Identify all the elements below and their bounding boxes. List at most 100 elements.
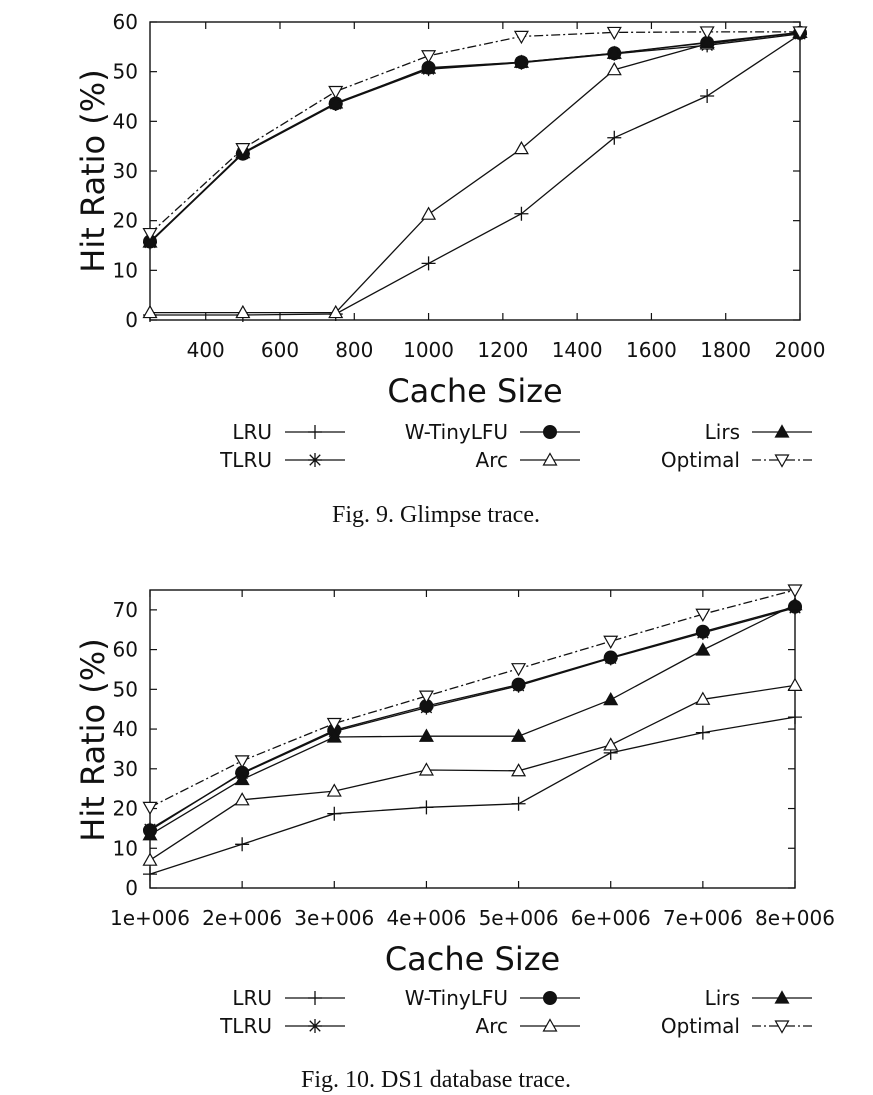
data-point [328, 95, 344, 109]
data-point [143, 867, 157, 882]
x-tick-label: 1e+006 [110, 906, 190, 930]
legend: LRU W-TinyLFU Lirs TLRU Arc Optimal [219, 420, 812, 472]
y-axis-title: Hit Ratio (%) [74, 638, 112, 841]
legend-label: Arc [476, 448, 508, 472]
series-line [149, 606, 796, 831]
legend-label: Lirs [705, 986, 740, 1010]
x-tick-label: 5e+006 [479, 906, 559, 930]
plot-frame [149, 589, 796, 889]
data-point [419, 800, 434, 815]
data-point [326, 729, 342, 743]
data-point [787, 677, 803, 691]
legend: LRU W-TinyLFU Lirs TLRU Arc Optimal [219, 986, 812, 1038]
data-point [695, 608, 711, 622]
y-tick-label: 20 [113, 209, 138, 233]
data-point [603, 635, 619, 649]
x-tick-label: 7e+006 [663, 906, 743, 930]
y-tick-label: 40 [113, 717, 138, 741]
legend-marker [308, 453, 322, 467]
data-point [235, 143, 251, 157]
legend-marker [543, 425, 557, 439]
data-point [788, 710, 802, 725]
x-tick-label: 1200 [477, 338, 528, 362]
data-point [699, 34, 715, 48]
x-tick-label: 3e+006 [294, 906, 374, 930]
legend-marker [774, 454, 790, 468]
data-point [142, 801, 158, 816]
legend-label: LRU [232, 420, 272, 444]
data-point [792, 26, 808, 40]
y-tick-label: 70 [113, 598, 138, 622]
data-point [695, 691, 711, 705]
plot-frame [149, 21, 801, 321]
x-axis-title: Cache Size [387, 372, 562, 410]
series-arc [142, 677, 803, 866]
series-line [149, 31, 800, 235]
data-point [328, 85, 344, 100]
y-axis-title: Hit Ratio (%) [74, 69, 112, 272]
y-tick-label: 20 [113, 797, 138, 821]
data-point [142, 227, 158, 242]
x-tick-label: 6e+006 [571, 906, 651, 930]
x-axis-title: Cache Size [385, 940, 560, 978]
data-point [695, 642, 711, 656]
data-point [606, 26, 622, 41]
legend-label: TLRU [219, 448, 272, 472]
y-tick-label: 50 [113, 60, 138, 84]
data-point [606, 61, 622, 76]
x-tick-label: 400 [187, 338, 225, 362]
series-lru [143, 710, 802, 882]
data-point [513, 30, 529, 45]
data-point [511, 796, 526, 811]
data-point [514, 206, 529, 221]
figure-caption: Fig. 10. DS1 database trace. [301, 1067, 571, 1093]
series-optimal [142, 584, 803, 816]
series-lirs [142, 596, 803, 841]
data-point [511, 677, 526, 692]
data-point [695, 624, 710, 639]
x-tick-label: 600 [261, 338, 299, 362]
legend-label: Lirs [705, 420, 740, 444]
x-tick-label: 8e+006 [755, 906, 835, 930]
x-tick-label: 4e+006 [386, 906, 466, 930]
figure-caption: Fig. 9. Glimpse trace. [332, 502, 540, 528]
series-line [150, 31, 801, 314]
legend-marker [774, 1020, 790, 1034]
data-point [511, 728, 527, 742]
y-tick-label: 10 [113, 836, 138, 860]
data-point [606, 45, 622, 59]
data-point [787, 596, 803, 611]
data-point [607, 130, 622, 145]
y-tick-label: 10 [113, 258, 138, 282]
data-point [234, 771, 250, 786]
series-w-tinylfu [143, 25, 807, 249]
data-point [511, 663, 527, 677]
legend-label: LRU [232, 986, 272, 1010]
data-point [234, 755, 250, 769]
series-arc [142, 24, 808, 319]
data-point [326, 783, 342, 797]
data-point [328, 304, 344, 319]
legend-marker [542, 1018, 558, 1032]
x-tick-label: 1000 [403, 338, 454, 362]
legend-label: Optimal [661, 1014, 740, 1038]
data-point [421, 60, 437, 74]
y-tick-label: 30 [113, 159, 138, 183]
x-tick-label: 800 [335, 338, 373, 362]
data-point [142, 852, 158, 866]
legend-marker [543, 991, 557, 1005]
data-point [603, 691, 619, 706]
data-point [603, 737, 619, 751]
data-point [418, 762, 434, 776]
data-point [695, 725, 710, 740]
x-tick-label: 2e+006 [202, 906, 282, 930]
data-point [142, 304, 158, 319]
y-tick-label: 60 [113, 10, 138, 34]
data-point [603, 650, 618, 665]
data-point [326, 717, 342, 732]
data-point [421, 50, 437, 64]
data-point [421, 256, 436, 271]
series-line [149, 684, 796, 861]
legend-label: W-TinyLFU [405, 420, 508, 444]
data-point [699, 26, 715, 40]
